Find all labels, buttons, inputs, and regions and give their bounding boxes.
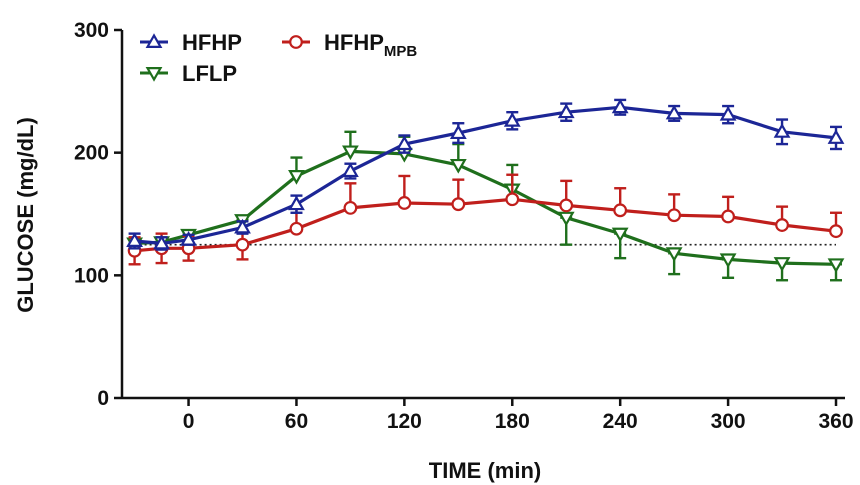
- data-point: [289, 221, 304, 236]
- x-tick-label: 300: [711, 410, 746, 433]
- legend-label: HFHP: [182, 30, 242, 55]
- legend-swatch-marker: [145, 67, 163, 82]
- data-point: [611, 98, 629, 114]
- data-point: [667, 208, 682, 223]
- data-point: [773, 257, 791, 272]
- data-point: [559, 198, 574, 213]
- data-point: [719, 253, 737, 269]
- x-axis-title: TIME (min): [429, 458, 541, 483]
- series-lflp: [126, 130, 845, 282]
- data-point: [397, 196, 412, 210]
- data-point: [719, 105, 737, 121]
- data-point: [613, 203, 628, 218]
- legend-item-hfhp: HFHP: [140, 30, 242, 55]
- data-point: [721, 209, 735, 224]
- legend-item-hfhpmpb: HFHPMPB: [282, 30, 417, 60]
- data-point: [395, 135, 413, 151]
- data-point: [449, 124, 467, 140]
- data-point: [827, 258, 845, 274]
- legend-swatch-marker: [145, 33, 163, 48]
- data-point: [557, 211, 575, 227]
- data-point: [451, 197, 466, 212]
- x-tick-label: 0: [183, 410, 195, 433]
- x-tick-label: 60: [285, 410, 308, 433]
- data-point: [342, 162, 359, 178]
- data-point: [288, 169, 305, 185]
- y-axis-title: GLUCOSE (mg/dL): [13, 117, 38, 313]
- legend-item-lflp: LFLP: [140, 61, 237, 86]
- data-point: [829, 224, 843, 239]
- y-tick-label: 300: [74, 19, 109, 42]
- legend-label: LFLP: [182, 61, 237, 86]
- data-point: [557, 103, 575, 119]
- series-hfhp: [126, 98, 845, 251]
- x-tick-label: 360: [818, 410, 853, 433]
- series-hfhpmpb: [127, 173, 843, 266]
- x-tick-label: 240: [603, 410, 638, 433]
- data-point: [126, 232, 143, 247]
- data-point: [288, 195, 305, 211]
- legend-label: HFHPMPB: [324, 30, 417, 60]
- data-point: [234, 218, 251, 234]
- data-point: [665, 104, 683, 120]
- data-point: [343, 200, 358, 215]
- y-tick-label: 0: [97, 387, 109, 410]
- data-point: [827, 129, 845, 144]
- data-point: [235, 237, 250, 252]
- y-tick-label: 200: [74, 142, 109, 165]
- axes: 0 100 200 300 0 60 120 180 240 300 360: [74, 19, 854, 433]
- data-point: [503, 112, 521, 127]
- legend-label-subscript: MPB: [384, 43, 418, 60]
- data-point: [505, 192, 520, 207]
- data-point: [153, 234, 170, 250]
- data-point: [775, 218, 789, 232]
- series-group: [126, 98, 845, 282]
- legend-swatch-marker: [289, 35, 303, 49]
- legend: HFHP LFLP HFHPMPB: [140, 30, 417, 86]
- data-point: [611, 227, 629, 243]
- data-point: [665, 247, 683, 262]
- data-point: [180, 231, 197, 246]
- data-point: [773, 123, 791, 138]
- data-point: [342, 145, 359, 161]
- x-tick-label: 180: [495, 410, 530, 433]
- data-point: [449, 158, 467, 174]
- y-tick-label: 100: [74, 264, 109, 287]
- x-tick-label: 120: [387, 410, 422, 433]
